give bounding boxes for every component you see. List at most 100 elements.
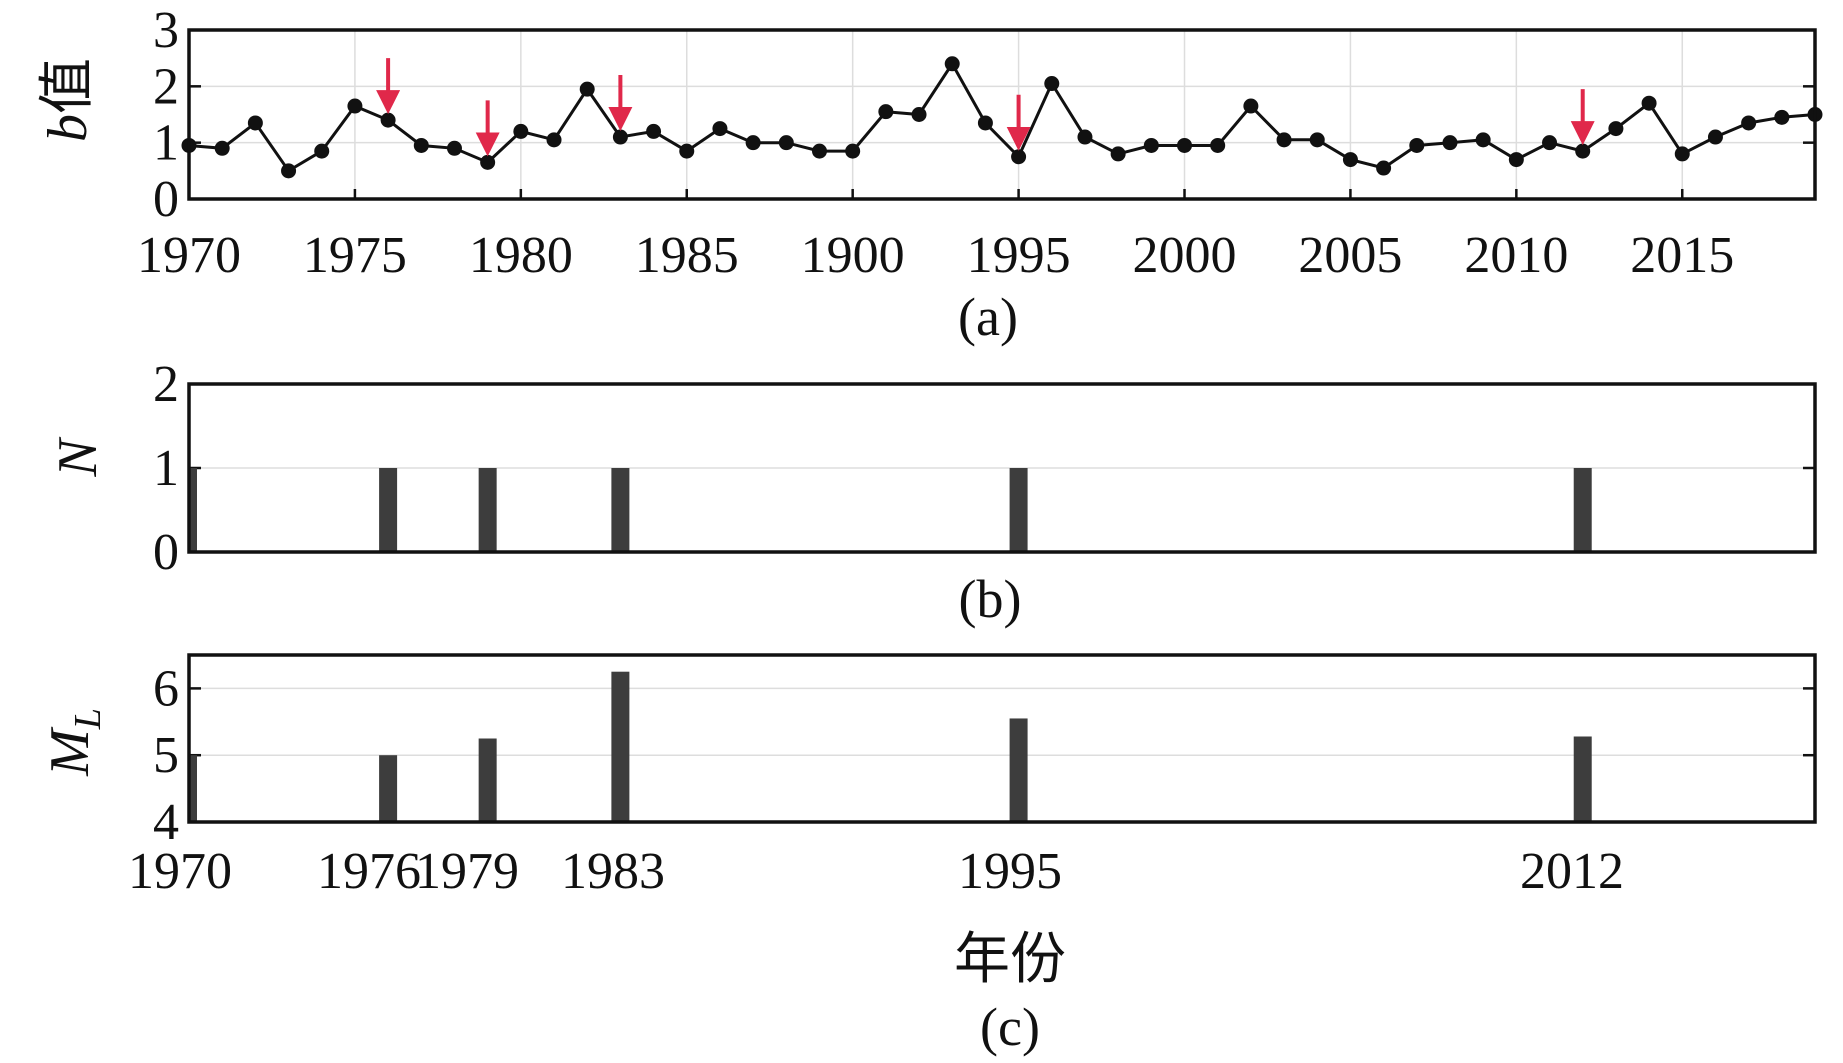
panel-a-caption: (a)	[958, 287, 1018, 347]
x-tick-label: 2000	[1133, 227, 1237, 284]
x-tick-label: 2015	[1630, 227, 1734, 284]
bar	[1573, 736, 1592, 822]
b-value-point	[1542, 135, 1558, 151]
b-value-point	[1243, 98, 1259, 114]
b-value-point	[1143, 137, 1159, 153]
x-tick-label: 1995	[967, 227, 1071, 284]
b-value-point	[1442, 135, 1458, 151]
b-value-point	[1276, 132, 1292, 148]
bar	[1573, 468, 1592, 552]
y-tick-label: 2	[153, 356, 179, 413]
b-value-point	[1774, 109, 1790, 125]
b-value-point	[347, 98, 363, 114]
bar	[379, 468, 398, 552]
panel-a-frame	[187, 28, 1817, 201]
panel-a-y-label-suffix: 值	[37, 58, 99, 114]
panel-c-frame	[187, 653, 1817, 824]
bar	[190, 468, 197, 552]
b-value-point	[1011, 149, 1027, 165]
panel-c-bars	[190, 671, 1592, 822]
b-value-point	[845, 143, 861, 159]
b-value-point	[612, 129, 628, 145]
b-value-point	[944, 56, 960, 72]
x-tick-label: 1983	[561, 843, 665, 900]
panel-b-y-axis-label: N	[47, 437, 109, 478]
b-value-point	[1608, 121, 1624, 137]
b-value-point	[1210, 137, 1226, 153]
panel-b-frame	[187, 382, 1817, 554]
b-value-point	[679, 143, 695, 159]
y-tick-label: 1	[153, 440, 179, 497]
b-value-point	[1508, 152, 1524, 168]
x-tick-label: 1975	[303, 227, 407, 284]
b-value-point	[579, 81, 595, 97]
b-value-point	[878, 104, 894, 120]
panel-b-event-count: 0 1 2 N (b)	[47, 356, 1817, 629]
b-value-point	[1741, 115, 1757, 131]
x-tick-label: 1985	[635, 227, 739, 284]
b-value-point	[446, 140, 462, 156]
panel-c-x-axis-title: 年份	[954, 929, 1066, 991]
b-value-point	[380, 112, 396, 128]
b-value-point	[1707, 129, 1723, 145]
b-value-point	[712, 121, 728, 137]
x-tick-label: 2005	[1298, 227, 1402, 284]
panel-b-bars	[190, 468, 1592, 552]
b-value-point	[1342, 152, 1358, 168]
y-tick-label: 0	[153, 524, 179, 581]
x-tick-label: 1900	[801, 227, 905, 284]
event-arrows	[376, 58, 1595, 157]
b-value-points	[181, 56, 1823, 179]
x-tick-label: 2012	[1520, 843, 1624, 900]
b-value-point	[281, 163, 297, 179]
y-tick-label: 1	[153, 115, 179, 172]
panel-a-grid	[189, 30, 1815, 199]
b-value-point	[1376, 160, 1392, 176]
bar	[478, 738, 497, 822]
b-value-point	[314, 143, 330, 159]
b-value-point	[977, 115, 993, 131]
b-value-point	[1044, 76, 1060, 92]
b-value-point	[413, 137, 429, 153]
panel-a-x-ticks: 1970 1975 1980 1985 1900 1995 2000 2005 2010 2015	[137, 189, 1734, 284]
y-tick-label: 3	[153, 2, 179, 59]
b-value-point	[247, 115, 263, 131]
bar	[190, 755, 197, 822]
x-tick-label: 1970	[128, 843, 232, 900]
panel-c-grid	[189, 687, 1815, 756]
panel-a-y-axis-label: b值	[37, 58, 99, 142]
b-value-point	[745, 135, 761, 151]
panel-b-caption: (b)	[959, 569, 1022, 629]
x-tick-label: 1976	[317, 843, 421, 900]
x-tick-label: 2010	[1464, 227, 1568, 284]
y-tick-label: 5	[153, 727, 179, 784]
panel-c-y-label-sub: L	[67, 708, 109, 730]
y-tick-label: 0	[153, 171, 179, 228]
panel-a-y-label-italic: b	[37, 114, 99, 142]
b-value-point	[778, 135, 794, 151]
x-tick-label: 1979	[415, 843, 519, 900]
b-value-point	[480, 154, 496, 170]
b-value-point	[1177, 137, 1193, 153]
bar	[1009, 468, 1028, 552]
b-value-point	[1575, 143, 1591, 159]
bar	[611, 468, 630, 552]
b-value-point	[513, 123, 529, 139]
b-value-point	[546, 132, 562, 148]
y-tick-label: 6	[153, 660, 179, 717]
b-value-point	[214, 140, 230, 156]
bar	[611, 671, 630, 822]
b-value-point	[1110, 146, 1126, 162]
b-value-point	[1077, 129, 1093, 145]
b-value-point	[1674, 146, 1690, 162]
x-tick-label: 1995	[958, 843, 1062, 900]
panel-c-y-ticks: 4 5 6	[153, 660, 1815, 851]
b-value-point	[1409, 137, 1425, 153]
b-value-series-line	[188, 60, 1816, 173]
b-value-point	[811, 143, 827, 159]
